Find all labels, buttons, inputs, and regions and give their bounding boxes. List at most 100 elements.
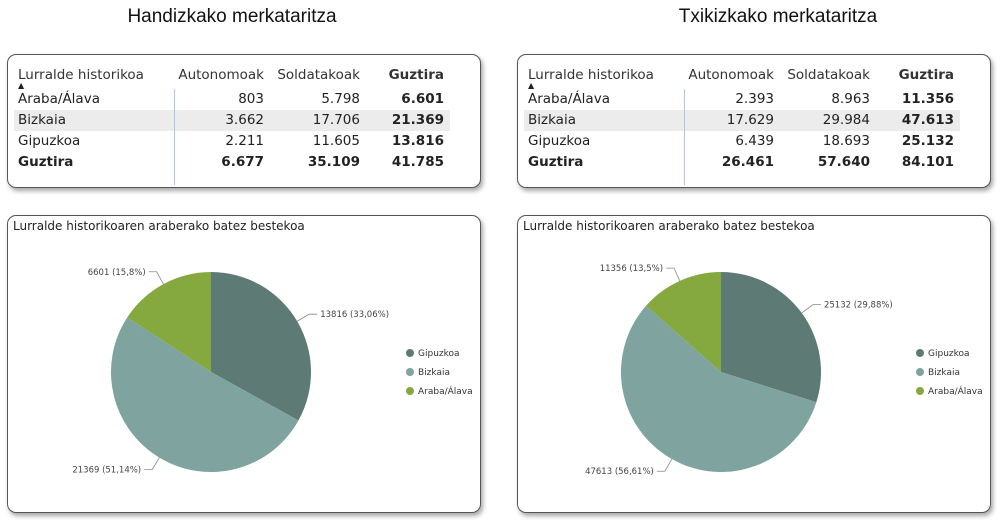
cell-soldatakoak: 29.984 [822,112,870,128]
legend-item-gipuzkoa[interactable]: Gipuzkoa [406,347,473,366]
cell-autonomoak: 2.211 [225,133,264,149]
legend-dot-icon [406,349,414,357]
header-lurralde[interactable]: Lurralde historikoa [18,67,144,83]
header-soldatakoak[interactable]: Soldatakoak [277,67,360,83]
legend-item-gipuzkoa[interactable]: Gipuzkoa [916,347,983,366]
column-divider [174,89,175,185]
legend-dot-icon [406,387,414,395]
data-label: 47613 (56,61%) [585,467,654,477]
legend-dot-icon [916,368,924,376]
header-guztira[interactable]: Guztira [388,67,444,83]
total-guztira: 84.101 [901,154,954,170]
cell-guztira: 6.601 [401,91,444,107]
cell-autonomoak: 2.393 [735,91,774,107]
cell-guztira: 11.356 [901,91,954,107]
cell-autonomoak: 17.629 [726,112,774,128]
panel-right-title: Txikizkako merkataritza [678,6,878,27]
leader-line [656,458,673,472]
row-label: Bizkaia [18,112,66,128]
legend-item-bizkaia[interactable]: Bizkaia [406,366,473,385]
pie-slice-gipuzkoa[interactable] [721,272,821,403]
header-lurralde[interactable]: Lurralde historikoa [528,67,654,83]
legend-label: Gipuzkoa [928,349,970,359]
chart-card-right: Lurralde historikoaren araberako batez b… [517,215,991,513]
cell-guztira: 21.369 [391,112,444,128]
legend-label: Gipuzkoa [418,349,460,359]
leader-line [296,313,318,322]
cell-guztira: 13.816 [391,133,444,149]
table-row[interactable]: Araba/Álava 803 5.798 6.601 [14,89,450,110]
chart-card-left: Lurralde historikoaren araberako batez b… [7,215,481,513]
pie-slice-bizkaia[interactable] [110,317,299,473]
pie-slice-gipuzkoa[interactable] [211,272,311,421]
table-card-right: Lurralde historikoa Autonomoak Soldatako… [517,54,991,188]
legend-item-bizkaia[interactable]: Bizkaia [916,366,983,385]
legend-item-araba[interactable]: Araba/Álava [916,385,983,404]
legend-label: Araba/Álava [418,387,473,397]
legend-label: Bizkaia [928,368,960,378]
data-label: 11356 (13,5%) [600,264,663,274]
legend-dot-icon [916,387,924,395]
row-label: Bizkaia [528,112,576,128]
total-soldatakoak: 35.109 [307,154,360,170]
pie-slice-araba-lava[interactable] [127,272,211,372]
table-card-left: Lurralde historikoa Autonomoak Soldatako… [7,54,481,188]
matrix-table: Lurralde historikoa Autonomoak Soldatako… [524,63,960,173]
table-row[interactable]: Bizkaia 3.662 17.706 21.369 [14,110,450,131]
cell-soldatakoak: 5.798 [321,91,360,107]
legend-item-araba[interactable]: Araba/Álava [406,385,473,404]
table-header-row: Lurralde historikoa Autonomoak Soldatako… [14,63,450,90]
leader-line [148,271,164,285]
chart-legend: Gipuzkoa Bizkaia Araba/Álava [406,347,473,404]
table-header-row: Lurralde historikoa Autonomoak Soldatako… [524,63,960,90]
cell-soldatakoak: 18.693 [822,133,870,149]
leader-line [666,267,681,282]
cell-soldatakoak: 8.963 [831,91,870,107]
panel-left-title: Handizkako merkataritza [127,6,337,27]
pie-slice-araba-lava[interactable] [645,272,721,372]
cell-autonomoak: 803 [238,91,264,107]
data-label: 6601 (15,8%) [88,268,146,278]
row-label: Gipuzkoa [528,133,591,149]
total-guztira: 41.785 [391,154,444,170]
sort-ascending-icon[interactable]: ▲ [18,81,25,90]
total-autonomoak: 26.461 [721,154,774,170]
chart-title: Lurralde historikoaren araberako batez b… [523,219,815,233]
leader-line [144,457,160,471]
legend-label: Araba/Álava [928,387,983,397]
row-label: Araba/Álava [18,91,100,107]
leader-line [801,304,821,314]
header-soldatakoak[interactable]: Soldatakoak [787,67,870,83]
table-row[interactable]: Gipuzkoa 6.439 18.693 25.132 [524,131,960,152]
cell-soldatakoak: 11.605 [312,133,360,149]
row-label: Araba/Álava [528,91,610,107]
cell-soldatakoak: 17.706 [312,112,360,128]
data-label: 21369 (51,14%) [72,466,141,476]
row-label: Gipuzkoa [18,133,81,149]
pie-slice-bizkaia[interactable] [621,305,817,472]
table-row[interactable]: Bizkaia 17.629 29.984 47.613 [524,110,960,131]
table-row[interactable]: Araba/Álava 2.393 8.963 11.356 [524,89,960,110]
total-label: Guztira [18,154,74,170]
legend-dot-icon [916,349,924,357]
table-total-row: Guztira 6.677 35.109 41.785 [14,152,450,173]
data-label: 25132 (29,88%) [824,301,893,311]
sort-ascending-icon[interactable]: ▲ [528,81,535,90]
header-autonomoak[interactable]: Autonomoak [178,67,264,83]
chart-legend: Gipuzkoa Bizkaia Araba/Álava [916,347,983,404]
data-label: 13816 (33,06%) [320,310,389,320]
header-guztira[interactable]: Guztira [898,67,954,83]
total-autonomoak: 6.677 [221,154,264,170]
pie-chart: 13816 (33,06%) 21369 (51,14%) 6601 (15,8%) [72,268,389,476]
table-total-row: Guztira 26.461 57.640 84.101 [524,152,960,173]
header-autonomoak[interactable]: Autonomoak [688,67,774,83]
column-divider [684,89,685,185]
table-row[interactable]: Gipuzkoa 2.211 11.605 13.816 [14,131,450,152]
chart-title: Lurralde historikoaren araberako batez b… [13,219,305,233]
legend-dot-icon [406,368,414,376]
legend-label: Bizkaia [418,368,450,378]
cell-guztira: 25.132 [901,133,954,149]
cell-autonomoak: 6.439 [735,133,774,149]
matrix-table: Lurralde historikoa Autonomoak Soldatako… [14,63,450,173]
pie-chart: 25132 (29,88%) 47613 (56,61%) 11356 (13,5%… [585,264,893,477]
